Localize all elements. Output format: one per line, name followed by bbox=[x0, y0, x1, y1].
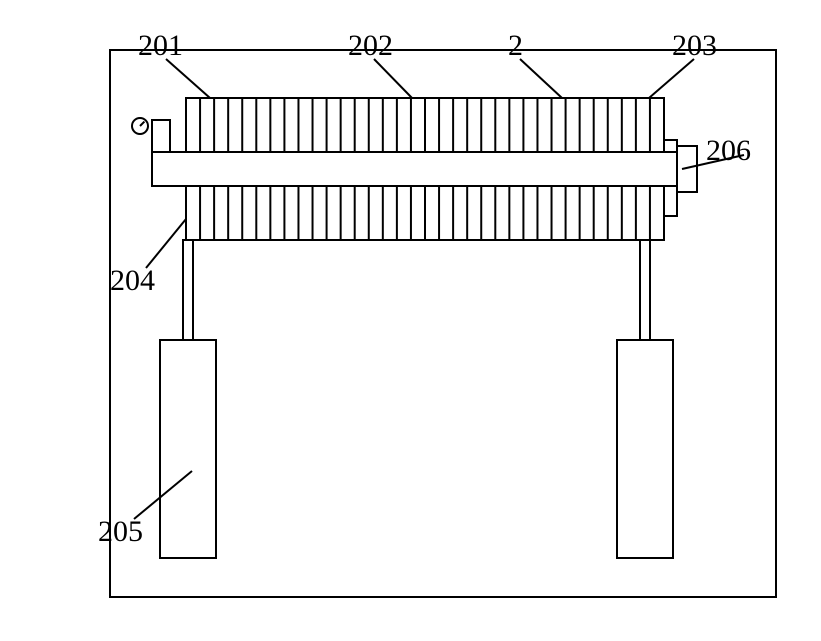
label-203: 203 bbox=[672, 29, 717, 62]
label-206: 206 bbox=[706, 134, 751, 167]
label-201: 201 bbox=[138, 29, 183, 62]
right-top-box bbox=[664, 140, 677, 152]
right-mid-box bbox=[664, 186, 677, 216]
leg-lower-right bbox=[617, 340, 673, 558]
left-top-box bbox=[152, 120, 170, 152]
label-205: 205 bbox=[98, 515, 143, 548]
label-204: 204 bbox=[110, 264, 155, 297]
leg-upper-left bbox=[183, 240, 193, 340]
beam bbox=[152, 152, 697, 186]
leg-lower-left bbox=[160, 340, 216, 558]
label-2: 2 bbox=[508, 29, 523, 62]
label-202: 202 bbox=[348, 29, 393, 62]
leg-upper-right bbox=[640, 240, 650, 340]
coupling-right bbox=[677, 146, 697, 192]
